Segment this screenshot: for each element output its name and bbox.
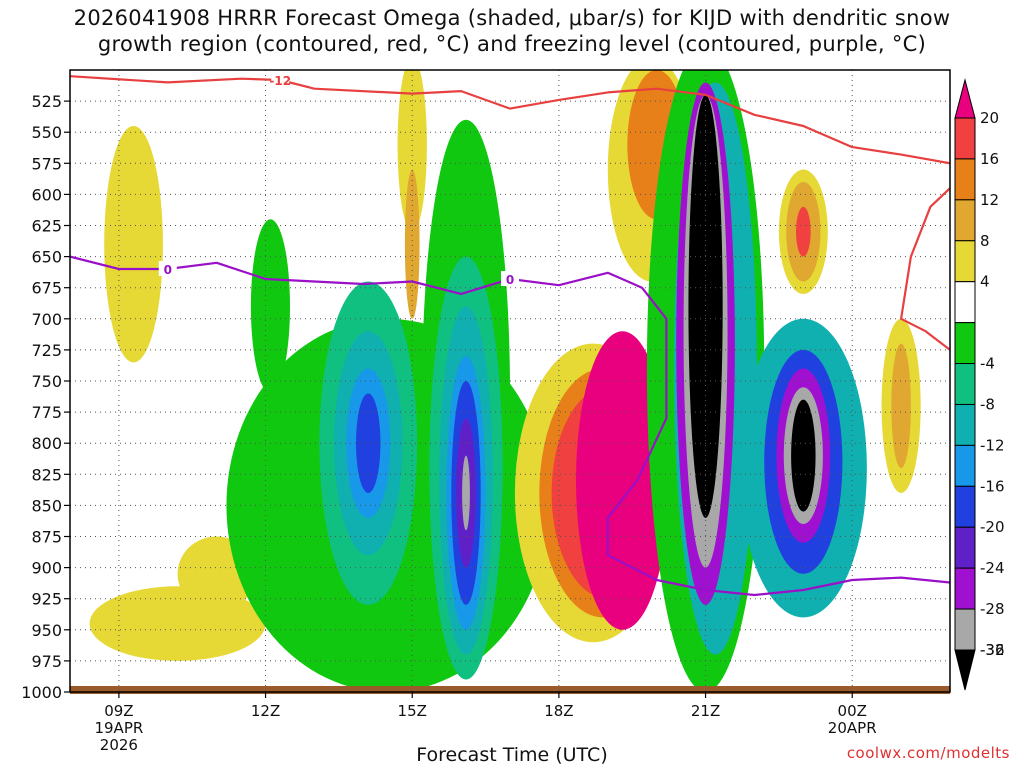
colorbar-swatch--16: [954, 444, 976, 487]
y-tick-label-750: 750: [31, 372, 62, 391]
x-tick-label-12Z: 12Z: [251, 702, 280, 720]
omega-region-dblue-14z: [356, 393, 381, 493]
y-axis-ticks: 525 550 575 600 625 650 675 700 725 750 775 800 825 8…: [21, 92, 70, 702]
y-tick-label-800: 800: [31, 434, 62, 453]
colorbar-label-12: 12: [980, 191, 999, 209]
colorbar-label--20: -20: [980, 518, 1005, 536]
omega-region-black-23z: [791, 399, 816, 512]
y-tick-label-1000: 1000: [21, 683, 62, 702]
y-tick-label-575: 575: [31, 154, 62, 173]
y-tick-label-550: 550: [31, 123, 62, 142]
colorbar-swatch--36: [954, 649, 976, 691]
y-tick-label-525: 525: [31, 92, 62, 111]
x-tick-label-21Z: 21Z: [691, 702, 720, 720]
chart-title-line-2: growth region (contoured, red, °C) and f…: [97, 32, 927, 56]
y-tick-label-850: 850: [31, 496, 62, 515]
colorbar-label--36: -36: [980, 641, 1005, 659]
colorbar-label-20: 20: [980, 109, 999, 127]
x-tick-label-09Z: 09Z: [104, 702, 133, 720]
ground-surface: [70, 686, 950, 694]
colorbar-swatch--8: [954, 363, 976, 405]
contour-label--12: -12: [269, 74, 291, 88]
contour-freezing-level-0C: [70, 255, 950, 597]
colorbar-swatch--4: [954, 322, 976, 365]
y-tick-label-775: 775: [31, 403, 62, 422]
colorbar-label--32: -32: [980, 641, 1005, 659]
x-axis-label: Forecast Time (UTC): [416, 744, 608, 766]
omega-shading: [89, 70, 921, 692]
y-tick-label-600: 600: [31, 185, 62, 204]
y-tick-label-725: 725: [31, 341, 62, 360]
y-tick-label-875: 875: [31, 528, 62, 547]
colorbar-swatch--20: [954, 485, 976, 528]
y-tick-label-925: 925: [31, 590, 62, 609]
y-tick-label-950: 950: [31, 621, 62, 640]
colorbar-swatch-20: [954, 78, 976, 119]
x-tick-label-20APR: 20APR: [828, 719, 877, 737]
omega-region-orange-01z: [891, 343, 911, 469]
colorbar-swatch--24: [954, 526, 976, 569]
colorbar-label--16: -16: [980, 477, 1005, 495]
y-tick-label-675: 675: [31, 279, 62, 298]
contour-dendritic-snow-growth--12C: [70, 75, 950, 165]
y-tick-label-650: 650: [31, 248, 62, 267]
site-credit: coolwx.com/modelts: [846, 744, 1010, 762]
y-tick-label-900: 900: [31, 559, 62, 578]
colorbar-swatch--12: [954, 403, 976, 446]
y-tick-label-700: 700: [31, 310, 62, 329]
contour-label-0: 0: [164, 263, 172, 277]
contour-lines: -12 0 0: [70, 71, 950, 597]
chart-title-line-1: 2026041908 HRRR Forecast Omega (shaded, …: [73, 6, 951, 30]
colorbar-legend: 20 16 12 8 4 -4 -8 -12 -16 -20 -24 -28 -32-36: [954, 78, 1005, 691]
omega-region-gray-16z: [462, 455, 470, 531]
colorbar-label-4: 4: [980, 273, 990, 291]
omega-region-yellow-left: [104, 125, 163, 363]
omega-region-magenta-18z: [576, 331, 669, 630]
colorbar-label-8: 8: [980, 232, 990, 250]
colorbar-swatch--32: [954, 608, 976, 651]
colorbar-swatch-16: [954, 117, 976, 160]
contour-label-0: 0: [506, 273, 514, 287]
omega-region-black-21z: [688, 94, 723, 518]
grid-lines: [70, 70, 950, 692]
colorbar-label--4: -4: [980, 355, 995, 373]
colorbar-label--12: -12: [980, 436, 1005, 454]
omega-region-orange-15z: [404, 169, 420, 319]
x-tick-label-19APR: 19APR: [94, 719, 143, 737]
x-tick-label-2026: 2026: [100, 736, 138, 754]
colorbar-swatch-8: [954, 199, 976, 242]
colorbar-swatch-12: [954, 158, 976, 201]
colorbar-label-16: 16: [980, 150, 999, 168]
contour-dendritic-snow-growth-right: [900, 187, 950, 351]
y-tick-label-825: 825: [31, 465, 62, 484]
x-tick-label-18Z: 18Z: [544, 702, 573, 720]
x-tick-label-00Z: 00Z: [838, 702, 867, 720]
colorbar-label--8: -8: [980, 395, 995, 413]
y-tick-label-975: 975: [31, 652, 62, 671]
colorbar-label--28: -28: [980, 600, 1005, 618]
colorbar-swatch-4: [954, 240, 976, 283]
y-tick-label-625: 625: [31, 217, 62, 236]
x-tick-label-15Z: 15Z: [398, 702, 427, 720]
omega-region-red-23z-upper: [796, 206, 811, 257]
colorbar-swatch-zero: [954, 281, 976, 324]
colorbar-swatch--28: [954, 567, 976, 610]
colorbar-label--24: -24: [980, 559, 1005, 577]
